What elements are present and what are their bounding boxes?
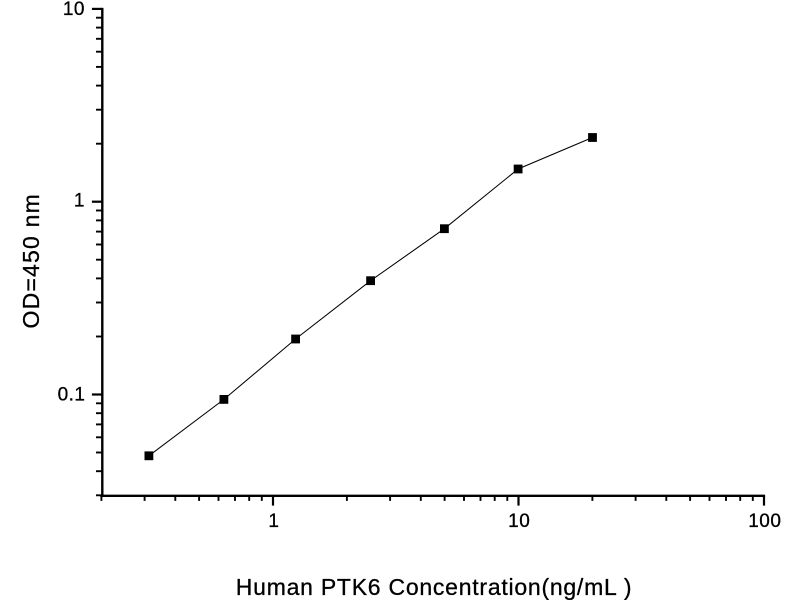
svg-text:100: 100 — [748, 511, 781, 532]
svg-text:1: 1 — [74, 191, 85, 212]
svg-text:OD=450 nm: OD=450 nm — [18, 193, 44, 328]
svg-text:1: 1 — [268, 511, 279, 532]
svg-text:10: 10 — [63, 0, 85, 20]
svg-text:0.1: 0.1 — [58, 384, 86, 405]
svg-text:10: 10 — [508, 511, 530, 532]
svg-text:Human PTK6 Concentration(ng/mL: Human PTK6 Concentration(ng/mL ) — [236, 574, 632, 600]
